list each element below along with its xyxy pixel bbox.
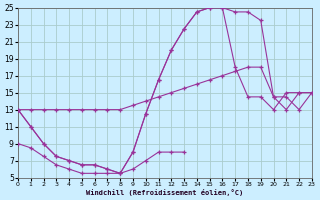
X-axis label: Windchill (Refroidissement éolien,°C): Windchill (Refroidissement éolien,°C) [86,189,244,196]
